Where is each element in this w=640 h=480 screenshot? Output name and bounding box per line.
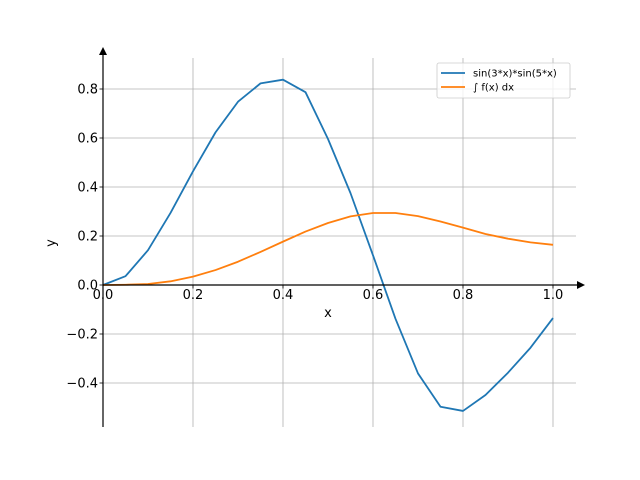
x-tick-label: 0.4	[273, 288, 294, 303]
tick-labels: 0.0 0.2 0.4 0.6 0.8 1.0 −0.4 −0.2 0.0 0.2 0.4 0.6 0.…	[66, 83, 563, 392]
x-tick-label: 1.0	[543, 288, 564, 303]
axes	[99, 47, 585, 427]
legend: sin(3*x)*sin(5*x) ∫ f(x) dx	[436, 62, 571, 99]
series-lines	[102, 78, 554, 412]
x-tick-label: 0.2	[183, 288, 204, 303]
y-tick-label: 0.4	[77, 181, 98, 196]
y-tick-label: 0.8	[77, 83, 98, 98]
y-axis-arrowhead	[99, 47, 107, 55]
y-tick-label: −0.2	[66, 328, 98, 343]
y-tick-label: −0.4	[66, 377, 98, 392]
y-tick-label: 0.2	[77, 230, 98, 245]
grid	[103, 58, 576, 427]
x-tick-label: 0.0	[93, 288, 114, 303]
x-tick-label: 0.6	[363, 288, 384, 303]
legend-box	[436, 62, 571, 99]
series-line-2	[102, 212, 554, 286]
y-axis-title: y	[44, 239, 59, 247]
legend-label-2: ∫ f(x) dx	[473, 83, 514, 94]
x-axis-title: x	[324, 306, 332, 321]
y-tick-label: 0.6	[77, 132, 98, 147]
x-tick-label: 0.8	[453, 288, 474, 303]
legend-label-1: sin(3*x)*sin(5*x)	[473, 69, 557, 80]
y-tick-label: 0.0	[77, 279, 98, 294]
x-axis-arrowhead	[577, 281, 585, 289]
series-line-1	[102, 78, 554, 412]
